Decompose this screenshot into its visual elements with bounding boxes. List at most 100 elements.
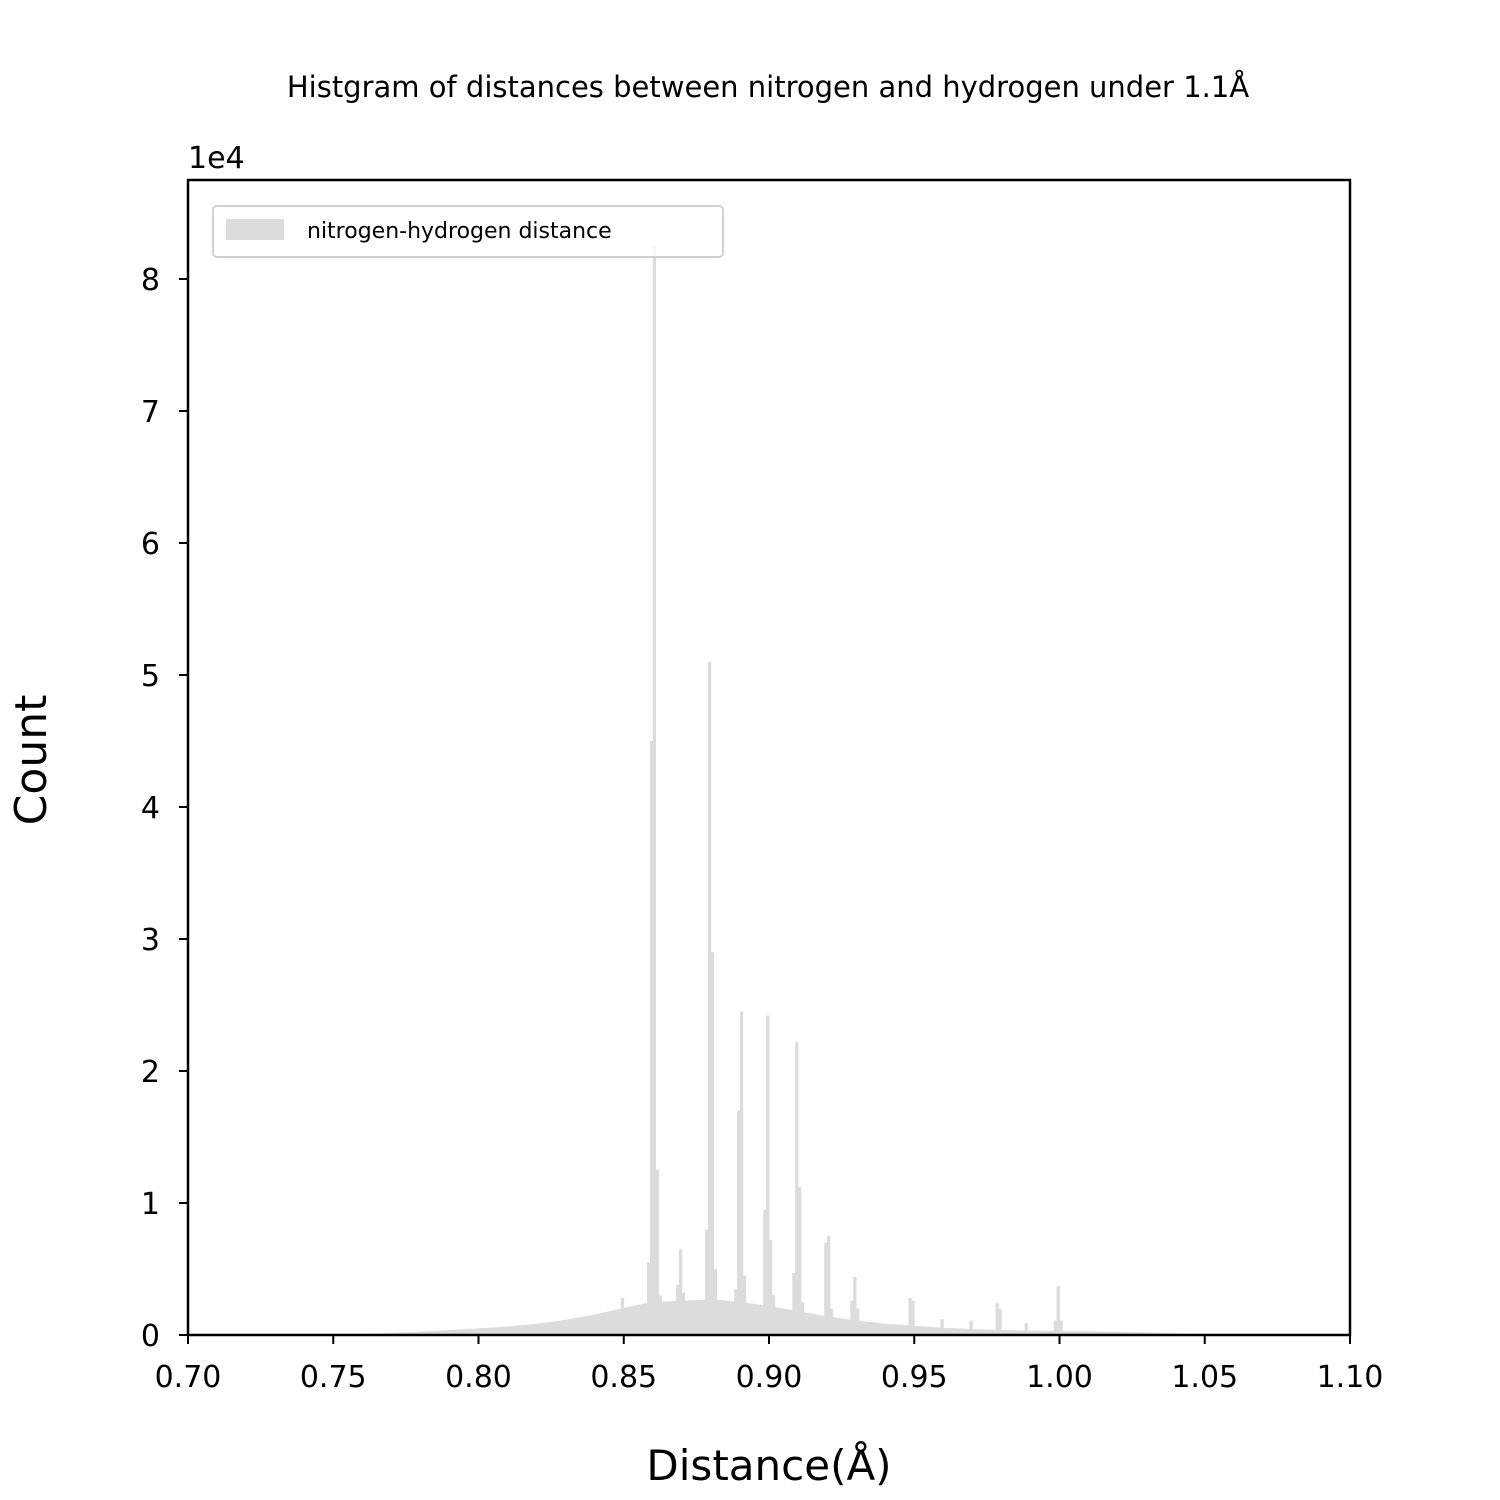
histogram-bar [644, 1303, 648, 1335]
histogram-bar [1108, 1331, 1113, 1335]
histogram-bar [516, 1325, 520, 1335]
histogram-bar [786, 1309, 790, 1335]
histogram-bar [1039, 1330, 1043, 1335]
histogram-bar [719, 1300, 723, 1335]
histogram-bar [437, 1330, 442, 1335]
histogram-bar [635, 1304, 639, 1335]
histogram-bar [664, 1301, 668, 1335]
histogram-bar [879, 1323, 883, 1335]
histogram-bar [876, 1322, 880, 1335]
histogram-bar [1042, 1330, 1046, 1335]
histogram-bar [792, 1272, 796, 1335]
histogram-bar [952, 1328, 956, 1335]
histogram-bar [859, 1320, 863, 1335]
histogram-bar [574, 1317, 578, 1335]
histogram-bar [414, 1331, 418, 1335]
histogram-bar [745, 1302, 750, 1335]
histogram-bar [702, 1299, 706, 1335]
histogram-bar [710, 952, 715, 1335]
histogram-bar [838, 1318, 842, 1335]
histogram-bar [742, 1275, 747, 1335]
histogram-bar [705, 1229, 709, 1335]
y-tick-label: 0 [141, 1319, 160, 1354]
histogram-bar [789, 1309, 793, 1335]
histogram-bar [678, 1249, 683, 1335]
histogram-bar [748, 1303, 752, 1335]
histogram-bar [455, 1329, 459, 1335]
histogram-bar [551, 1321, 555, 1335]
histogram-bar [1050, 1330, 1055, 1335]
histogram-bar [873, 1322, 877, 1336]
histogram-bar [1033, 1330, 1037, 1335]
histogram-bar [751, 1303, 755, 1335]
histogram-bar [463, 1329, 468, 1335]
histogram-bar [966, 1328, 970, 1335]
x-tick-label: 0.90 [736, 1360, 803, 1395]
histogram-bar [490, 1327, 494, 1335]
histogram-bar [1111, 1331, 1116, 1335]
histogram-bar [568, 1319, 572, 1335]
histogram-bar [867, 1321, 872, 1335]
histogram-bar [1018, 1330, 1023, 1335]
histogram-bar [963, 1328, 967, 1335]
histogram-bar [806, 1313, 811, 1335]
histogram-bar [432, 1330, 436, 1335]
histogram-bar [652, 246, 657, 1335]
histogram-bar [461, 1329, 465, 1335]
histogram-bar [402, 1332, 407, 1335]
histogram-bar [856, 1308, 860, 1335]
x-tick-label: 1.10 [1317, 1360, 1384, 1395]
histogram-bar [931, 1327, 935, 1335]
histogram-bar [609, 1310, 613, 1335]
histogram-bar [1059, 1320, 1063, 1335]
histogram-bar [571, 1318, 575, 1335]
histogram-bar [914, 1325, 918, 1335]
histogram-bar [925, 1326, 930, 1335]
histogram-bar [588, 1315, 593, 1335]
histogram-bar [827, 1236, 831, 1335]
histogram-bar [815, 1314, 819, 1335]
histogram-bar [1062, 1331, 1066, 1335]
histogram-bar [1143, 1332, 1147, 1335]
histogram-bar [1146, 1332, 1150, 1335]
histogram-bar [536, 1323, 540, 1335]
histogram-bar [661, 1301, 665, 1335]
histogram-bar [420, 1331, 424, 1335]
histogram-bar [975, 1329, 979, 1335]
y-tick-label: 4 [141, 791, 160, 826]
histogram-bar [623, 1307, 627, 1335]
histogram-bar [1091, 1331, 1095, 1335]
histogram-bar [841, 1318, 845, 1335]
histogram-bar [646, 1262, 651, 1335]
histogram-bar [949, 1328, 953, 1335]
histogram-bar [487, 1327, 491, 1335]
histogram-bar [696, 1299, 700, 1335]
y-tick-label: 8 [141, 263, 160, 298]
histogram-bar [1120, 1331, 1124, 1335]
histogram-bar [832, 1317, 837, 1335]
histogram-bar [565, 1319, 569, 1335]
histogram-bar [583, 1316, 587, 1335]
histogram-bar [658, 1295, 662, 1335]
histogram-bar [1114, 1331, 1118, 1335]
histogram-bar [830, 1308, 834, 1335]
histogram-bar [812, 1314, 816, 1335]
histogram-bar [769, 1239, 773, 1335]
histogram-bar [1027, 1330, 1031, 1335]
histogram-bar [1036, 1330, 1040, 1335]
histogram-bar [446, 1330, 450, 1335]
histogram-bar [1117, 1331, 1121, 1335]
histogram-bar [922, 1326, 927, 1335]
histogram-bar [638, 1304, 642, 1335]
histogram-bar [617, 1308, 622, 1335]
histogram-bar [1105, 1331, 1110, 1335]
histogram-bar [954, 1328, 959, 1335]
histogram-bar [1085, 1331, 1089, 1335]
histogram-bar [440, 1330, 444, 1335]
histogram-bar [670, 1301, 674, 1335]
histogram-bar [795, 1041, 799, 1335]
histogram-bar [417, 1331, 421, 1335]
histogram-bar [542, 1322, 546, 1335]
histogram-bar [693, 1300, 697, 1335]
